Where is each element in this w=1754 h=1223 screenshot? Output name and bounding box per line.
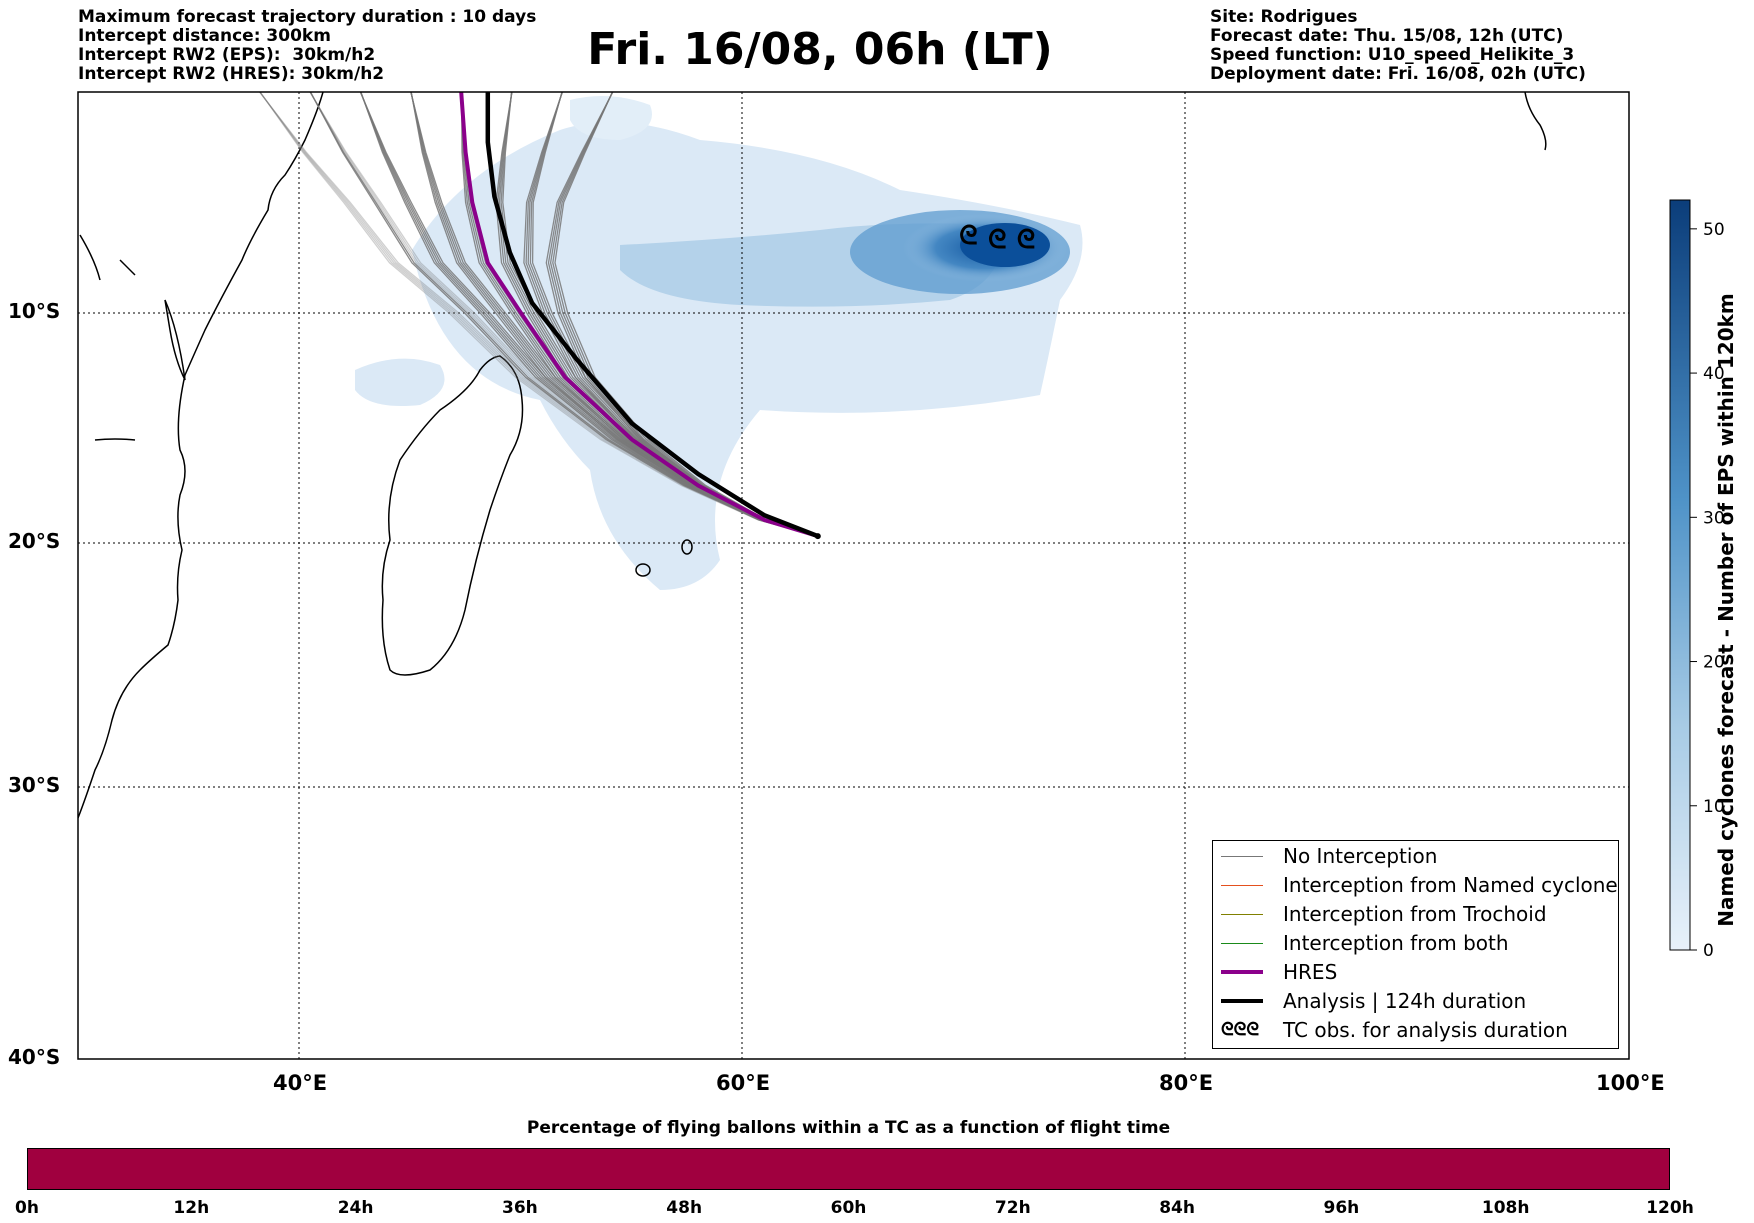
colorbar-tick-label: 0 <box>1703 941 1714 961</box>
header-line-speed-function: Speed function: U10_speed_Helikite_3 <box>1210 45 1575 65</box>
timebar-tick-label: 72h <box>994 1198 1031 1218</box>
mauritius-coast <box>681 539 693 555</box>
timebar <box>27 1148 1670 1190</box>
colorbar-ticks: 0 10 20 30 40 50 <box>1690 220 1725 961</box>
timebar-tick-label: 12h <box>173 1198 210 1218</box>
map-frame <box>77 91 1630 1060</box>
ensemble-member <box>259 92 818 537</box>
ensemble-member <box>554 92 818 537</box>
timebar-tick-label: 96h <box>1323 1198 1360 1218</box>
cyclone-probability-shading <box>355 96 1083 590</box>
coastlines <box>78 92 1547 819</box>
hres-trajectory <box>459 92 819 539</box>
legend-label: Analysis | 124h duration <box>1283 989 1527 1013</box>
colorbar-label: Named cyclones forecast - Number of EPS … <box>1714 293 1738 927</box>
lon-label-40e: 40°E <box>273 1071 328 1095</box>
timebar-tick-label: 0h <box>15 1198 39 1218</box>
legend-item-both: Interception from both <box>1221 929 1509 957</box>
lat-label-30s: 30°S <box>8 773 61 797</box>
ensemble-member <box>360 92 818 537</box>
page-title: Fri. 16/08, 06h (LT) <box>587 24 1053 75</box>
timebar-tick-label: 48h <box>666 1198 703 1218</box>
launch-site-marker <box>814 533 821 540</box>
timebar-title: Percentage of flying ballons within a TC… <box>526 1118 1171 1138</box>
legend-swatch <box>1221 970 1263 974</box>
analysis-trajectory <box>485 92 819 539</box>
legend-label: TC obs. for analysis duration <box>1283 1018 1568 1042</box>
legend-swatch <box>1221 884 1263 886</box>
legend-item-hres: HRES <box>1221 958 1337 986</box>
ensemble-member <box>309 92 818 537</box>
legend-item-trochoid: Interception from Trochoid <box>1221 900 1547 928</box>
legend-label: Interception from Named cyclone <box>1283 873 1618 897</box>
colorbar-tick-label: 20 <box>1703 653 1725 673</box>
header-line-site: Site: Rodrigues <box>1210 7 1358 27</box>
legend-swatch <box>1221 913 1263 915</box>
legend-swatch <box>1221 999 1263 1003</box>
lat-label-40s: 40°S <box>8 1045 61 1069</box>
legend-label: Interception from both <box>1283 931 1509 955</box>
header-left: Maximum forecast trajectory duration : 1… <box>78 8 536 84</box>
timebar-tick-label: 108h <box>1481 1198 1530 1218</box>
colorbar-tick-label: 10 <box>1703 797 1725 817</box>
cyclone-icon: ᘓ <box>959 221 977 251</box>
africa-coast <box>78 92 324 819</box>
legend-item-tc-obs: ᘓᘓᘓ TC obs. for analysis duration <box>1221 1016 1568 1044</box>
timebar-tick-label: 120h <box>1646 1198 1694 1218</box>
header-line-forecast-date: Forecast date: Thu. 15/08, 12h (UTC) <box>1210 26 1564 46</box>
madagascar-coast <box>381 355 524 676</box>
sri-lanka-coast <box>1524 92 1547 151</box>
header-line-rw2-hres: Intercept RW2 (HRES): 30km/h2 <box>78 64 385 84</box>
colorbar-tick-label: 40 <box>1703 364 1725 384</box>
legend-item-analysis: Analysis | 124h duration <box>1221 987 1526 1015</box>
lon-label-80e: 80°E <box>1159 1071 1214 1095</box>
lon-label-60e: 60°E <box>716 1071 771 1095</box>
legend-label: No Interception <box>1283 844 1438 868</box>
legend: No Interception Interception from Named … <box>1212 840 1619 1049</box>
timebar-tick-label: 24h <box>337 1198 374 1218</box>
lat-label-10s: 10°S <box>8 299 61 323</box>
header-line-rw2-eps: Intercept RW2 (EPS): 30km/h2 <box>78 45 376 65</box>
legend-swatch <box>1221 855 1263 857</box>
header-right: Site: Rodrigues Forecast date: Thu. 15/0… <box>1210 8 1586 84</box>
legend-label: HRES <box>1283 960 1338 984</box>
cyclone-icon: ᘓ <box>1017 225 1035 255</box>
colorbar-tick-label: 30 <box>1703 508 1725 528</box>
colorbar-tick-label: 50 <box>1703 220 1725 240</box>
header-line-deployment-date: Deployment date: Fri. 16/08, 02h (UTC) <box>1210 64 1586 84</box>
header-line-distance: Intercept distance: 300km <box>78 26 331 46</box>
legend-item-no-interception: No Interception <box>1221 842 1437 870</box>
lon-label-100e: 100°E <box>1596 1071 1665 1095</box>
timebar-tick-label: 60h <box>830 1198 867 1218</box>
header-line-duration: Maximum forecast trajectory duration : 1… <box>78 7 537 27</box>
reunion-coast <box>635 563 651 577</box>
timebar-tick-label: 36h <box>502 1198 538 1218</box>
cyclone-icon: ᘓᘓᘓ <box>1221 1019 1260 1040</box>
graticule <box>78 92 1629 1059</box>
legend-label: Interception from Trochoid <box>1283 902 1547 926</box>
lat-label-20s: 20°S <box>8 529 61 553</box>
legend-item-named-cyclone: Interception from Named cyclone <box>1221 871 1618 899</box>
colorbar <box>1669 199 1691 951</box>
cyclone-icon: ᘓ <box>988 225 1006 255</box>
legend-swatch <box>1221 942 1263 944</box>
ensemble-member <box>460 92 818 537</box>
timebar-tick-label: 84h <box>1159 1198 1195 1218</box>
ensemble-member <box>410 92 818 537</box>
